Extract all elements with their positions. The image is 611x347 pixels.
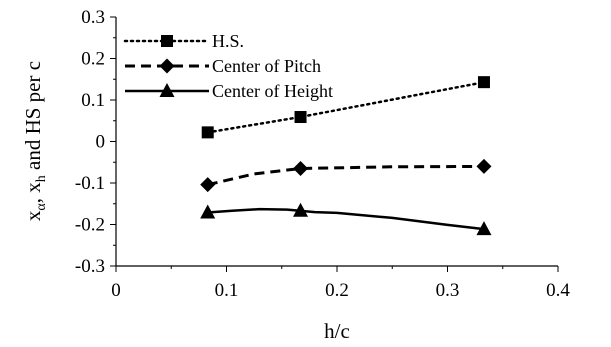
data-point-center-of-height bbox=[293, 202, 309, 217]
data-point-h-s bbox=[294, 111, 307, 124]
x-axis-title: h/c bbox=[324, 319, 350, 343]
legend-marker-h-s bbox=[161, 35, 173, 47]
x-tick-label: 0.2 bbox=[325, 280, 349, 301]
y-tick-label: 0.2 bbox=[81, 49, 105, 70]
data-point-center-of-pitch bbox=[200, 177, 216, 193]
x-tick-label: 0.3 bbox=[436, 280, 460, 301]
plot-area bbox=[116, 17, 558, 266]
x-tick-label: 0 bbox=[111, 280, 121, 301]
legend-marker-center-of-height bbox=[159, 83, 175, 97]
y-axis-title-tail: and HS per c bbox=[21, 61, 45, 175]
y-axis-title-mid: , x bbox=[21, 182, 45, 204]
x-tick-label: 0.1 bbox=[215, 280, 239, 301]
x-tick-label: 0.4 bbox=[546, 280, 570, 301]
y-tick-label: -0.1 bbox=[75, 173, 105, 194]
data-point-h-s bbox=[477, 76, 490, 89]
y-tick-label: -0.3 bbox=[75, 256, 105, 277]
y-axis-title: xα, xh and HS per c bbox=[21, 61, 49, 221]
series-line-center-of-pitch bbox=[207, 164, 485, 187]
y-axis-title-sub-h: h bbox=[34, 175, 49, 182]
series-center-of-height bbox=[200, 202, 492, 236]
legend: H.S. Center of Pitch Center of Height bbox=[123, 31, 333, 101]
legend-label-center-of-height: Center of Height bbox=[212, 81, 333, 101]
data-point-h-s bbox=[201, 126, 214, 139]
data-point-center-of-pitch bbox=[476, 158, 492, 174]
axes: 0.3 0.2 0.1 0 -0.1 -0.2 -0.3 0 0.1 0.2 0.3 0.4 bbox=[75, 7, 570, 301]
data-point-center-of-pitch bbox=[293, 160, 309, 176]
legend-marker-center-of-pitch bbox=[159, 58, 175, 74]
y-tick-label: 0.3 bbox=[81, 7, 105, 28]
series-h-s bbox=[201, 76, 490, 139]
data-point-center-of-height bbox=[200, 204, 216, 219]
y-tick-label: 0.1 bbox=[81, 90, 105, 111]
series-center-of-pitch bbox=[200, 158, 492, 193]
series-layer bbox=[200, 76, 492, 236]
y-tick-label: 0 bbox=[96, 132, 106, 153]
data-point-center-of-height bbox=[476, 221, 492, 236]
series-line-center-of-height bbox=[207, 207, 485, 231]
legend-label-center-of-pitch: Center of Pitch bbox=[212, 56, 321, 76]
legend-label-h-s: H.S. bbox=[212, 31, 244, 51]
y-axis-title-sub-alpha: α bbox=[34, 203, 49, 211]
series-line-h-s bbox=[206, 80, 486, 134]
y-tick-label: -0.2 bbox=[75, 215, 105, 236]
y-axis-title-main: x bbox=[21, 210, 45, 221]
